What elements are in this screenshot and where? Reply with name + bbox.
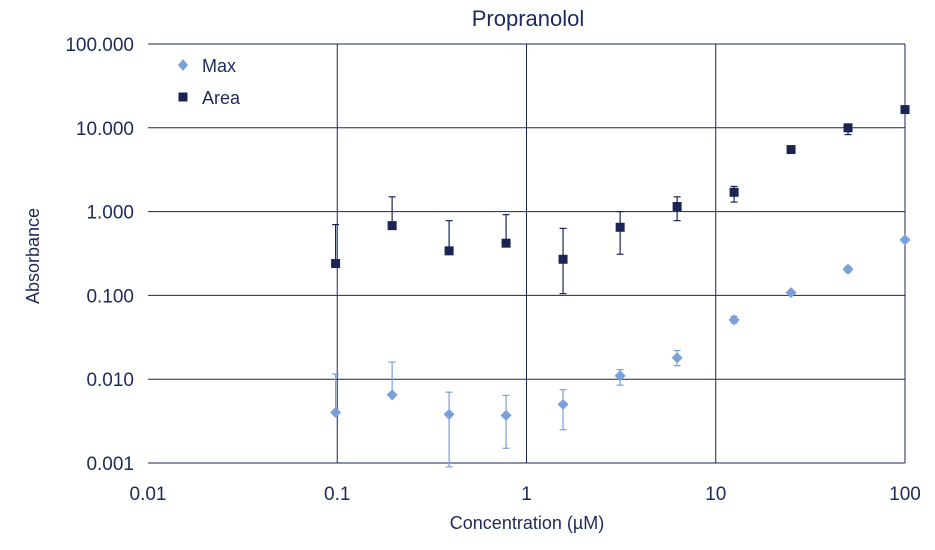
y-axis-ticks: 0.001 0.010 0.100 1.000 10.000 100.000 <box>65 35 134 475</box>
y-axis-label: Absorbance <box>23 208 43 304</box>
data-points <box>330 105 911 421</box>
chart-title: Propranolol <box>472 6 585 31</box>
legend-item-max: Max <box>178 56 236 76</box>
max-point-0 <box>330 407 342 419</box>
max-point-4 <box>557 398 569 410</box>
y-tick-label-4: 10.000 <box>76 119 134 140</box>
y-tick-label-1: 0.010 <box>86 370 134 391</box>
max-point-2 <box>443 408 455 420</box>
y-tick-label-3: 1.000 <box>86 203 134 224</box>
max-point-6 <box>671 352 683 364</box>
area-point-2 <box>444 246 454 256</box>
area-point-3 <box>501 238 511 248</box>
legend-max-label: Max <box>202 56 236 76</box>
y-tick-label-2: 0.100 <box>86 286 134 307</box>
max-point-10 <box>899 234 911 246</box>
area-point-1 <box>387 221 397 231</box>
area-point-0 <box>331 259 341 269</box>
max-point-5 <box>614 370 626 382</box>
area-point-7 <box>729 187 739 197</box>
x-tick-label-4: 100 <box>889 484 921 505</box>
area-point-8 <box>786 145 796 155</box>
max-point-8 <box>785 287 797 299</box>
area-point-9 <box>843 123 853 133</box>
y-tick-label-5: 100.000 <box>65 35 134 56</box>
legend-item-area: Area <box>178 88 241 108</box>
grid-lines <box>148 43 906 464</box>
legend-area-label: Area <box>202 88 241 108</box>
area-point-5 <box>615 222 625 232</box>
x-tick-label-0: 0.01 <box>130 484 167 505</box>
x-tick-label-2: 1 <box>521 484 532 505</box>
y-tick-label-0: 0.001 <box>86 454 134 475</box>
area-point-4 <box>558 254 568 264</box>
error-bars <box>332 107 909 468</box>
max-point-1 <box>386 389 398 401</box>
legend-area-square-icon <box>178 92 188 102</box>
x-axis-ticks: 0.01 0.1 1 10 100 <box>130 484 921 505</box>
area-point-6 <box>672 202 682 212</box>
x-axis-label: Concentration (µM) <box>450 513 604 533</box>
legend-max-diamond-icon <box>178 59 188 71</box>
max-point-3 <box>500 409 512 421</box>
area-point-10 <box>900 105 910 115</box>
max-point-7 <box>728 314 740 326</box>
max-point-9 <box>842 263 854 275</box>
legend: Max Area <box>178 56 241 108</box>
x-tick-label-3: 10 <box>705 484 726 505</box>
x-tick-label-1: 0.1 <box>324 484 350 505</box>
